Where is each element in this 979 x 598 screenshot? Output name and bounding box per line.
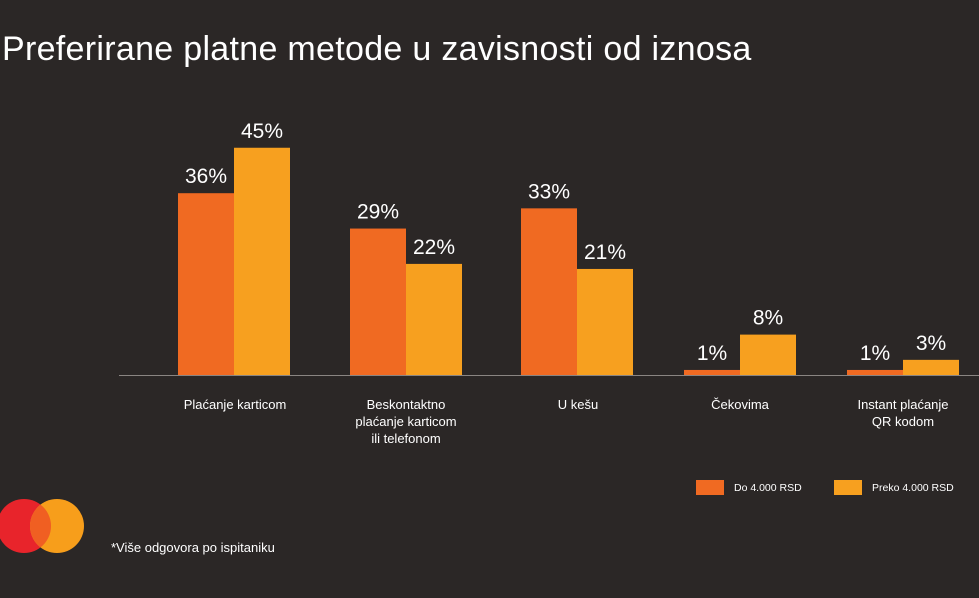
mastercard-logo-icon	[0, 499, 84, 553]
data-label-series-1-cat-3: 33%	[528, 180, 570, 203]
x-tick-label-line: QR kodom	[872, 414, 934, 429]
data-label-series-1-cat-1: 36%	[185, 165, 227, 188]
legend-item-series-2: Preko 4.000 RSD	[834, 480, 954, 495]
x-tick-label-cat-2: Beskontaktno plaćanje karticom ili telefon…	[355, 397, 456, 446]
legend-swatch-series-1	[696, 480, 724, 495]
data-label-series-2-cat-1: 45%	[241, 120, 283, 143]
legend-item-series-1: Do 4.000 RSD	[696, 480, 802, 495]
bar-series-1-cat-5	[847, 369, 903, 375]
x-tick-label-line: U kešu	[558, 397, 598, 412]
legend-swatch-series-2	[834, 480, 862, 495]
data-label-series-2-cat-4: 8%	[753, 307, 783, 330]
data-label-series-2-cat-2: 22%	[413, 236, 455, 259]
x-tick-label-line: Čekovima	[711, 397, 770, 412]
footnote: *Više odgovora po ispitaniku	[111, 540, 275, 555]
bar-series-1-cat-4	[684, 369, 740, 375]
x-tick-label-cat-1: Plaćanje karticom	[184, 397, 287, 412]
x-tick-label-cat-3: U kešu	[558, 397, 598, 412]
x-tick-label-line: Plaćanje karticom	[184, 397, 287, 412]
bar-series-1-cat-1	[178, 193, 234, 375]
x-tick-label-cat-4: Čekovima	[711, 397, 770, 412]
logo-overlap	[29, 504, 52, 548]
bar-series-2-cat-2	[406, 263, 462, 375]
x-tick-label-line: Instant plaćanje	[857, 397, 948, 412]
data-label-series-1-cat-5: 1%	[860, 342, 890, 365]
bar-series-1-cat-2	[350, 228, 406, 375]
bar-series-2-cat-1	[234, 147, 290, 375]
chart-title: Preferirane platne metode u zavisnosti o…	[2, 30, 752, 68]
data-label-series-2-cat-3: 21%	[584, 241, 626, 264]
x-tick-label-line: plaćanje karticom	[355, 414, 456, 429]
bar-series-2-cat-4	[740, 334, 796, 375]
bar-series-1-cat-3	[521, 208, 577, 375]
legend-label-series-2: Preko 4.000 RSD	[872, 481, 954, 494]
bar-series-2-cat-3	[577, 268, 633, 375]
x-tick-label-cat-5: Instant plaćanje QR kodom	[857, 397, 948, 429]
data-label-series-1-cat-4: 1%	[697, 342, 727, 365]
data-label-series-2-cat-5: 3%	[916, 332, 946, 355]
x-tick-label-line: Beskontaktno	[367, 397, 446, 412]
bar-series-2-cat-5	[903, 359, 959, 375]
x-tick-label-line: ili telefonom	[371, 431, 440, 446]
data-label-series-1-cat-2: 29%	[357, 201, 399, 224]
legend-label-series-1: Do 4.000 RSD	[734, 481, 802, 494]
